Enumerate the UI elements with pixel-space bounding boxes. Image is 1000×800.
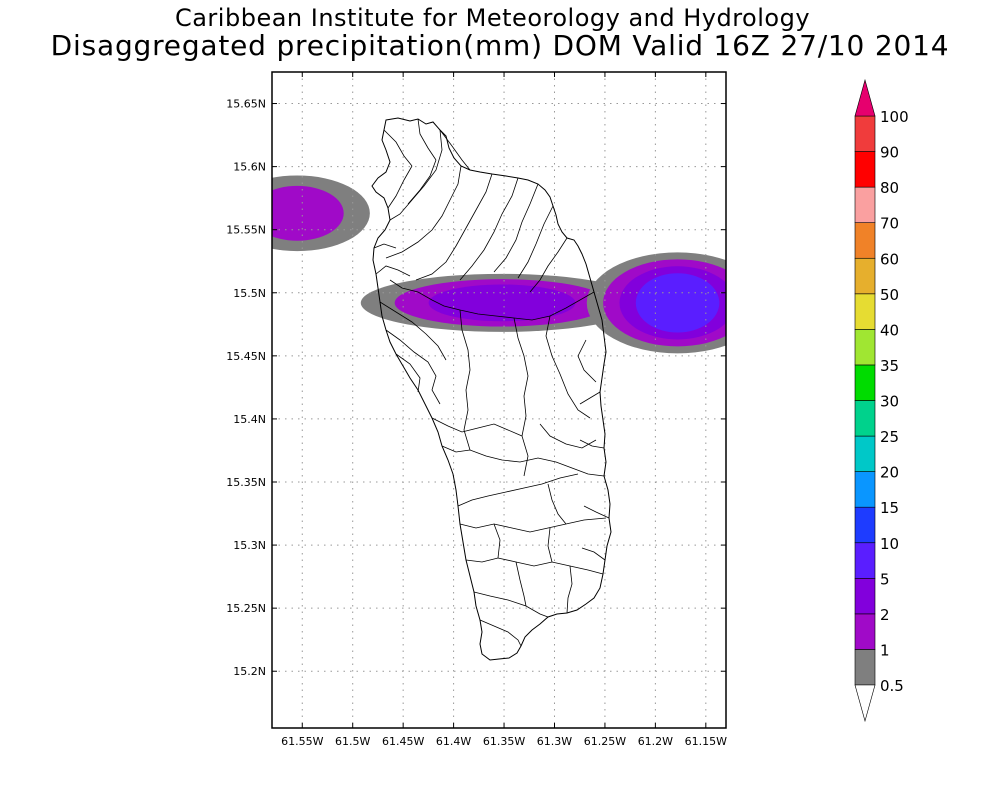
colorbar-label-1: 1 xyxy=(880,641,890,659)
colorbar-swatch-5 xyxy=(854,542,876,579)
lon-tick-label: 61.15W xyxy=(685,735,727,748)
colorbar-label-40: 40 xyxy=(880,321,899,339)
lat-tick-label: 15.45N xyxy=(226,350,266,363)
chart-subtitle: Disaggregated precipitation(mm) DOM Vali… xyxy=(50,29,950,62)
colorbar-label-35: 35 xyxy=(880,357,899,375)
colorbar-swatch-2 xyxy=(854,578,876,615)
precip-cell-1-level-2 xyxy=(428,284,576,322)
colorbar-swatch-80 xyxy=(854,151,876,188)
colorbar-swatch-90 xyxy=(854,115,876,152)
precip-cell-2-level-5 xyxy=(635,273,720,333)
colorbar-label-70: 70 xyxy=(880,215,899,233)
colorbar-label-60: 60 xyxy=(880,250,899,268)
colorbar-label-100: 100 xyxy=(880,108,909,126)
colorbar-label-50: 50 xyxy=(880,286,899,304)
lon-tick-label: 61.2W xyxy=(638,735,673,748)
lat-tick-label: 15.55N xyxy=(226,224,266,237)
colorbar-swatch-60 xyxy=(854,222,876,259)
plot-frame xyxy=(271,71,727,729)
colorbar-swatch-40 xyxy=(854,293,876,330)
colorbar-swatch-10 xyxy=(854,506,876,544)
colorbar-label-0.5: 0.5 xyxy=(880,677,904,695)
colorbar-label-30: 30 xyxy=(880,393,899,411)
watershed-boundaries xyxy=(373,118,610,647)
lon-tick-label: 61.35W xyxy=(483,735,525,748)
chart-title: Caribbean Institute for Meteorology and … xyxy=(174,4,811,32)
colorbar-top-arrow xyxy=(854,78,876,117)
axis-ticks: 15.65N 15.6N 15.55N 15.5N 15.45N 15.4N 15.35N 1… xyxy=(226,72,727,748)
precip-cell-0-level-1 xyxy=(272,185,344,241)
island-outline xyxy=(371,117,612,661)
lon-tick-label: 61.3W xyxy=(537,735,572,748)
lon-tick-label: 61.55W xyxy=(281,735,323,748)
lat-tick-label: 15.2N xyxy=(233,665,266,678)
lon-tick-label: 61.45W xyxy=(382,735,424,748)
lon-tick-label: 61.4W xyxy=(436,735,471,748)
colorbar-swatch-30 xyxy=(854,364,876,401)
colorbar-label-20: 20 xyxy=(880,464,899,482)
colorbar-swatch-35 xyxy=(854,329,876,366)
colorbar-swatch-20 xyxy=(854,435,876,472)
colorbar-label-15: 15 xyxy=(880,499,899,517)
colorbar-label-2: 2 xyxy=(880,606,890,624)
lat-tick-label: 15.4N xyxy=(233,413,266,426)
colorbar-swatch-0.5 xyxy=(854,649,876,686)
dominica-island xyxy=(371,117,612,661)
colorbar-swatch-25 xyxy=(854,400,876,437)
lat-tick-label: 15.5N xyxy=(233,287,266,300)
colorbar-swatch-50 xyxy=(854,257,876,295)
lat-tick-label: 15.3N xyxy=(233,539,266,552)
colorbar-swatch-70 xyxy=(854,186,876,223)
colorbar-label-25: 25 xyxy=(880,428,899,446)
colorbar-label-90: 90 xyxy=(880,144,899,162)
colorbar-swatch-15 xyxy=(854,471,876,508)
precipitation-layer xyxy=(272,175,726,354)
colorbar-label-80: 80 xyxy=(880,179,899,197)
colorbar-label-10: 10 xyxy=(880,535,899,553)
lat-tick-label: 15.25N xyxy=(226,602,266,615)
lat-tick-label: 15.65N xyxy=(226,98,266,111)
lon-tick-label: 61.5W xyxy=(335,735,370,748)
lat-tick-label: 15.6N xyxy=(233,161,266,174)
lon-tick-label: 61.25W xyxy=(584,735,626,748)
colorbar-swatch-1 xyxy=(854,613,876,650)
colorbar-label-5: 5 xyxy=(880,570,890,588)
colorbar-bottom-arrow xyxy=(854,684,876,723)
lat-tick-label: 15.35N xyxy=(226,476,266,489)
grid-lines xyxy=(272,72,726,728)
